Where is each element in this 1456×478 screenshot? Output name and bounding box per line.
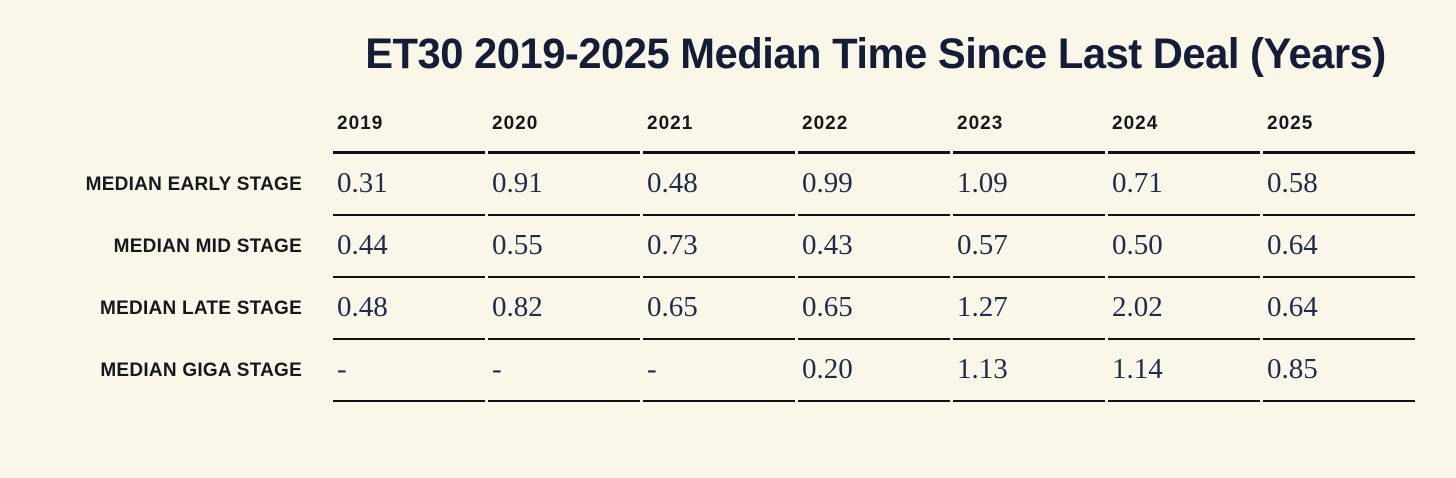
cell-value: 0.85 bbox=[1263, 340, 1415, 402]
header-row: 2019 2020 2021 2022 2023 2024 2025 bbox=[37, 113, 1415, 154]
median-time-table: 2019 2020 2021 2022 2023 2024 2025 MEDIA… bbox=[34, 113, 1418, 402]
cell-value: 0.64 bbox=[1263, 216, 1415, 278]
cell-value: 0.48 bbox=[333, 278, 485, 340]
cell-value: 0.20 bbox=[798, 340, 950, 402]
cell-value: 1.09 bbox=[953, 154, 1105, 216]
column-header-2019: 2019 bbox=[333, 113, 485, 154]
cell-value: 0.73 bbox=[643, 216, 795, 278]
page-title: ET30 2019-2025 Median Time Since Last De… bbox=[365, 30, 1386, 78]
cell-value: 0.48 bbox=[643, 154, 795, 216]
column-header-2020: 2020 bbox=[488, 113, 640, 154]
cell-value: 1.13 bbox=[953, 340, 1105, 402]
cell-value: 0.31 bbox=[333, 154, 485, 216]
cell-value: 0.65 bbox=[643, 278, 795, 340]
cell-value: 0.71 bbox=[1108, 154, 1260, 216]
column-header-2024: 2024 bbox=[1108, 113, 1260, 154]
cell-value: 0.58 bbox=[1263, 154, 1415, 216]
cell-value: - bbox=[643, 340, 795, 402]
cell-value: 2.02 bbox=[1108, 278, 1260, 340]
cell-value: 0.64 bbox=[1263, 278, 1415, 340]
row-label-early-stage: MEDIAN EARLY STAGE bbox=[85, 174, 302, 195]
cell-value: 0.57 bbox=[953, 216, 1105, 278]
cell-value: 0.43 bbox=[798, 216, 950, 278]
row-label-giga-stage: MEDIAN GIGA STAGE bbox=[100, 360, 302, 381]
column-header-2023: 2023 bbox=[953, 113, 1105, 154]
cell-value: 0.55 bbox=[488, 216, 640, 278]
cell-value: 0.82 bbox=[488, 278, 640, 340]
cell-value: 0.91 bbox=[488, 154, 640, 216]
corner-cell bbox=[37, 113, 330, 154]
cell-value: 1.27 bbox=[953, 278, 1105, 340]
table-row-mid-stage: MEDIAN MID STAGE 0.44 0.55 0.73 0.43 0.5… bbox=[37, 216, 1415, 278]
table-row-late-stage: MEDIAN LATE STAGE 0.48 0.82 0.65 0.65 1.… bbox=[37, 278, 1415, 340]
column-header-2021: 2021 bbox=[643, 113, 795, 154]
table-row-early-stage: MEDIAN EARLY STAGE 0.31 0.91 0.48 0.99 1… bbox=[37, 154, 1415, 216]
row-label-mid-stage: MEDIAN MID STAGE bbox=[113, 236, 302, 257]
cell-value: 0.65 bbox=[798, 278, 950, 340]
cell-value: 1.14 bbox=[1108, 340, 1260, 402]
table-row-giga-stage: MEDIAN GIGA STAGE - - - 0.20 1.13 1.14 0… bbox=[37, 340, 1415, 402]
row-label-late-stage: MEDIAN LATE STAGE bbox=[100, 298, 302, 319]
cell-value: 0.44 bbox=[333, 216, 485, 278]
cell-value: 0.99 bbox=[798, 154, 950, 216]
column-header-2022: 2022 bbox=[798, 113, 950, 154]
cell-value: 0.50 bbox=[1108, 216, 1260, 278]
cell-value: - bbox=[333, 340, 485, 402]
column-header-2025: 2025 bbox=[1263, 113, 1415, 154]
cell-value: - bbox=[488, 340, 640, 402]
